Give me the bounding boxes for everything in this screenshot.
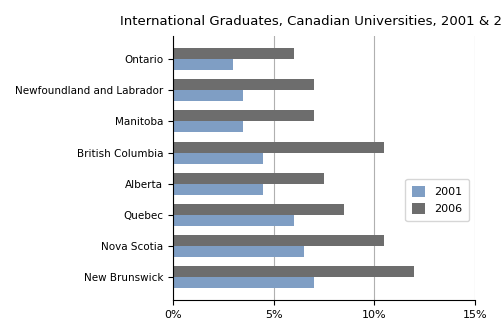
Bar [173, 142, 383, 153]
Bar [173, 121, 243, 132]
Bar [173, 111, 313, 121]
Bar [173, 90, 243, 101]
Bar [173, 246, 303, 257]
Title: International Graduates, Canadian Universities, 2001 & 2006: International Graduates, Canadian Univer… [120, 15, 501, 28]
Bar [173, 59, 233, 70]
Bar [173, 173, 323, 184]
Bar [173, 48, 293, 59]
Bar [173, 277, 313, 288]
Bar [173, 215, 293, 226]
Legend: 2001, 2006: 2001, 2006 [405, 179, 468, 221]
Bar [173, 235, 383, 246]
Bar [173, 266, 413, 277]
Bar [173, 153, 263, 163]
Bar [173, 184, 263, 195]
Bar [173, 204, 343, 215]
Bar [173, 79, 313, 90]
